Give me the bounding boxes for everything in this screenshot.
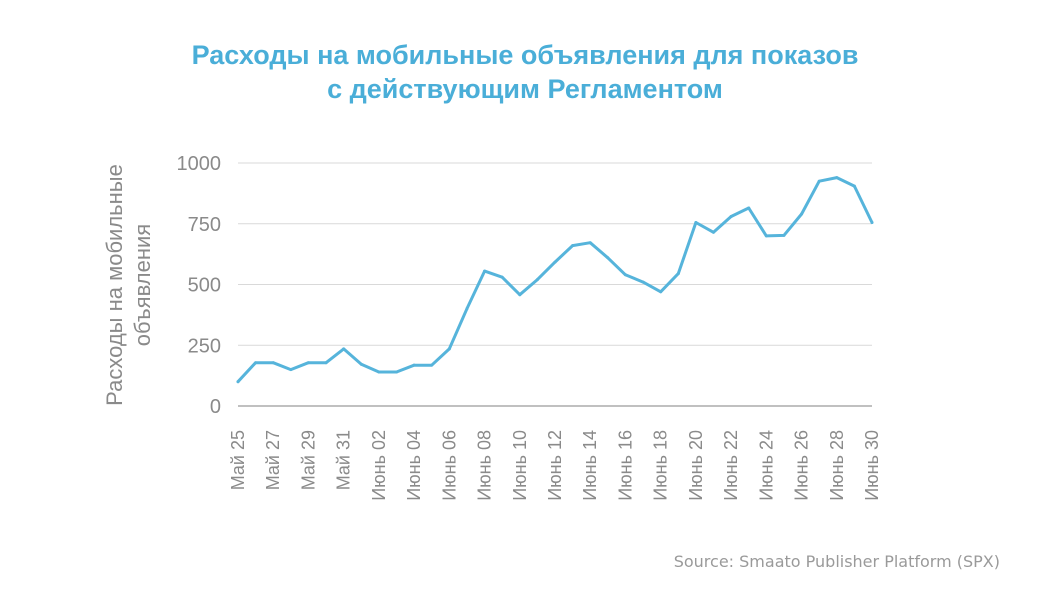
x-tick-label: Июнь 14 [580, 430, 600, 501]
data-point [852, 184, 856, 188]
gridlines [238, 162, 872, 407]
x-tick-label: Июнь 12 [545, 430, 565, 501]
data-point [342, 347, 346, 351]
x-tick-label: Июнь 30 [862, 430, 882, 501]
x-tick-label: Май 27 [263, 430, 283, 490]
data-point [623, 273, 627, 277]
data-point [359, 362, 363, 366]
y-tick-label: 500 [188, 275, 221, 297]
data-point [870, 221, 874, 225]
data-point [289, 368, 293, 372]
x-tick-label: Июнь 26 [792, 430, 812, 501]
y-tick-labels: 0 250 500 750 1000 [177, 153, 222, 418]
x-tick-label: Май 25 [228, 430, 248, 490]
x-tick-label: Июнь 04 [404, 430, 424, 501]
data-point [835, 176, 839, 180]
data-point [271, 361, 275, 365]
source-note: Source: Smaato Publisher Platform (SPX) [673, 552, 1000, 571]
data-point [447, 347, 451, 351]
y-tick-label: 1000 [177, 153, 222, 175]
data-point [430, 363, 434, 367]
x-tick-label: Июнь 16 [615, 430, 635, 501]
data-point [535, 278, 539, 282]
series-line [236, 176, 874, 384]
data-point [782, 233, 786, 237]
x-tick-label: Май 29 [298, 430, 318, 490]
data-point [395, 370, 398, 374]
x-tick-label: Июнь 28 [827, 430, 847, 501]
y-tick-label: 750 [188, 214, 221, 236]
data-point [571, 244, 575, 248]
data-point [729, 214, 733, 218]
data-point [800, 212, 804, 216]
data-point [764, 234, 768, 238]
chart-title-line-2: с действующим Регламентом [327, 74, 723, 104]
data-point [676, 272, 680, 276]
y-tick-label: 250 [188, 335, 221, 357]
data-point [712, 230, 715, 234]
x-tick-label: Июнь 02 [369, 430, 389, 501]
data-point [483, 269, 487, 273]
data-point [659, 290, 663, 294]
data-point [588, 241, 592, 245]
y-axis-label-line-2: объявления [130, 224, 155, 346]
data-point [412, 363, 416, 367]
x-tick-label: Июнь 08 [475, 430, 495, 501]
x-tick-label: Июнь 24 [756, 430, 776, 501]
data-point [500, 275, 504, 279]
data-point [641, 280, 645, 284]
data-point [465, 307, 469, 311]
data-point [747, 206, 751, 210]
data-point [606, 256, 610, 260]
x-tick-label: Июнь 06 [439, 430, 459, 501]
data-point [306, 361, 310, 365]
x-tick-label: Июнь 10 [510, 430, 530, 501]
data-point [553, 260, 557, 264]
data-point [694, 221, 698, 225]
data-point [236, 380, 240, 384]
data-point [518, 293, 522, 297]
y-axis-label-line-1: Расходы на мобильные [102, 164, 127, 406]
x-tick-label: Июнь 18 [651, 430, 671, 501]
data-point [254, 361, 258, 365]
chart-title-line-1: Расходы на мобильные объявления для пока… [191, 40, 859, 70]
y-axis-label: Расходы на мобильные объявления [102, 164, 155, 406]
data-point [324, 361, 328, 365]
x-tick-label: Июнь 22 [721, 430, 741, 501]
data-point [377, 370, 381, 374]
series [236, 176, 874, 384]
y-tick-label: 0 [210, 396, 221, 418]
x-tick-label: Июнь 20 [686, 430, 706, 501]
chart-title: Расходы на мобильные объявления для пока… [0, 38, 1050, 106]
x-tick-label: Май 31 [334, 430, 354, 490]
data-point [817, 179, 821, 183]
x-tick-labels: Май 25 Май 27 Май 29 Май 31 Июнь 02 Июнь 04 Ию… [228, 430, 882, 501]
